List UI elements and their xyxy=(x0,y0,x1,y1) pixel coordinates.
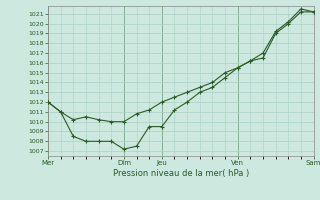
X-axis label: Pression niveau de la mer( hPa ): Pression niveau de la mer( hPa ) xyxy=(113,169,249,178)
